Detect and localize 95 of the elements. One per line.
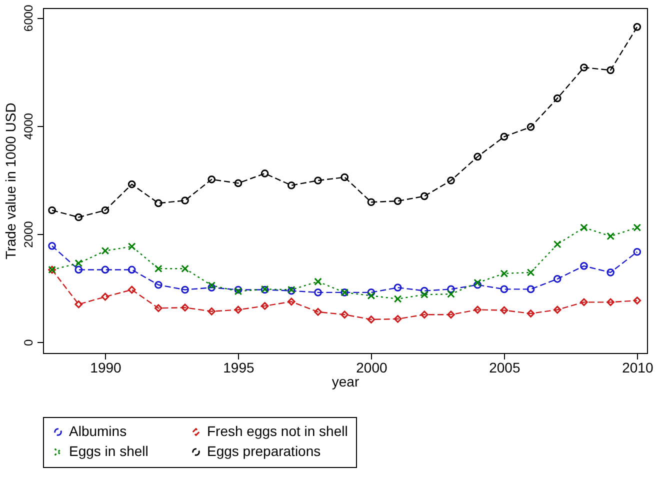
point — [208, 176, 216, 184]
point — [633, 224, 642, 232]
point — [420, 310, 428, 319]
point — [606, 232, 614, 240]
point — [128, 266, 136, 274]
point — [234, 179, 242, 188]
point — [260, 302, 269, 310]
legend-label: Fresh eggs not in shell — [207, 423, 348, 439]
point — [447, 176, 455, 184]
point — [154, 280, 162, 289]
x-tick-label: 1995 — [223, 360, 254, 376]
point — [181, 264, 189, 273]
point — [128, 286, 136, 294]
point — [606, 298, 614, 306]
legend-label: Eggs preparations — [207, 443, 321, 459]
point — [208, 281, 216, 290]
y-tick-label: 0 — [22, 339, 36, 346]
point — [580, 262, 588, 270]
point — [553, 275, 562, 283]
point — [526, 285, 535, 294]
point — [474, 152, 482, 161]
point — [367, 292, 376, 300]
point — [447, 290, 455, 298]
point — [447, 310, 455, 319]
point — [394, 295, 402, 303]
point — [181, 196, 189, 204]
point — [181, 286, 189, 294]
y-tick-label: 2000 — [22, 220, 36, 248]
point — [74, 213, 83, 222]
point — [633, 296, 642, 304]
point — [181, 304, 189, 312]
y-axis-title: Trade value in 1000 USD — [2, 102, 18, 260]
point — [526, 268, 535, 276]
point — [74, 266, 83, 274]
point — [287, 298, 296, 306]
point — [367, 316, 376, 324]
point — [420, 290, 428, 299]
legend-label: Eggs in shell — [69, 443, 148, 459]
point — [340, 173, 349, 182]
point — [500, 270, 508, 278]
point — [367, 198, 376, 206]
point — [394, 315, 402, 323]
point — [314, 308, 322, 316]
point — [420, 192, 428, 200]
point — [606, 268, 614, 276]
x-tick-label: 1990 — [90, 360, 122, 376]
point — [154, 199, 162, 208]
point — [553, 240, 562, 248]
x-tick-label: 2005 — [489, 360, 520, 376]
point — [580, 298, 588, 306]
point — [208, 307, 216, 316]
point — [474, 278, 482, 287]
point — [260, 170, 269, 178]
point — [420, 286, 428, 295]
point — [553, 306, 562, 314]
x-tick-label: 2000 — [356, 360, 388, 376]
point — [500, 306, 508, 314]
point — [48, 206, 56, 214]
y-tick-label: 6000 — [22, 4, 36, 32]
point — [447, 285, 455, 294]
x-tick-label: 2010 — [622, 360, 654, 376]
point — [580, 224, 588, 232]
point — [606, 66, 614, 74]
point — [101, 206, 110, 214]
point — [287, 181, 296, 190]
point — [553, 94, 562, 102]
point — [234, 306, 242, 314]
point — [74, 300, 83, 308]
point — [128, 180, 136, 188]
point — [367, 288, 376, 296]
point — [314, 278, 322, 286]
point — [74, 259, 83, 268]
point — [314, 176, 322, 184]
point — [154, 304, 162, 312]
point — [526, 310, 535, 318]
point — [128, 242, 136, 250]
point — [500, 132, 508, 141]
point — [101, 266, 110, 274]
point — [633, 248, 642, 256]
point — [526, 123, 535, 131]
point — [394, 197, 402, 205]
y-tick-label: 4000 — [22, 112, 36, 140]
point — [474, 306, 482, 314]
point — [101, 246, 110, 255]
x-axis-title: year — [332, 374, 360, 390]
point — [314, 288, 322, 296]
point — [580, 64, 588, 72]
point — [154, 264, 162, 273]
point — [340, 310, 349, 319]
point — [633, 23, 642, 31]
point — [101, 292, 110, 301]
legend-label: Albumins — [69, 423, 127, 439]
point — [48, 242, 56, 250]
point — [500, 285, 508, 294]
point — [394, 284, 402, 292]
